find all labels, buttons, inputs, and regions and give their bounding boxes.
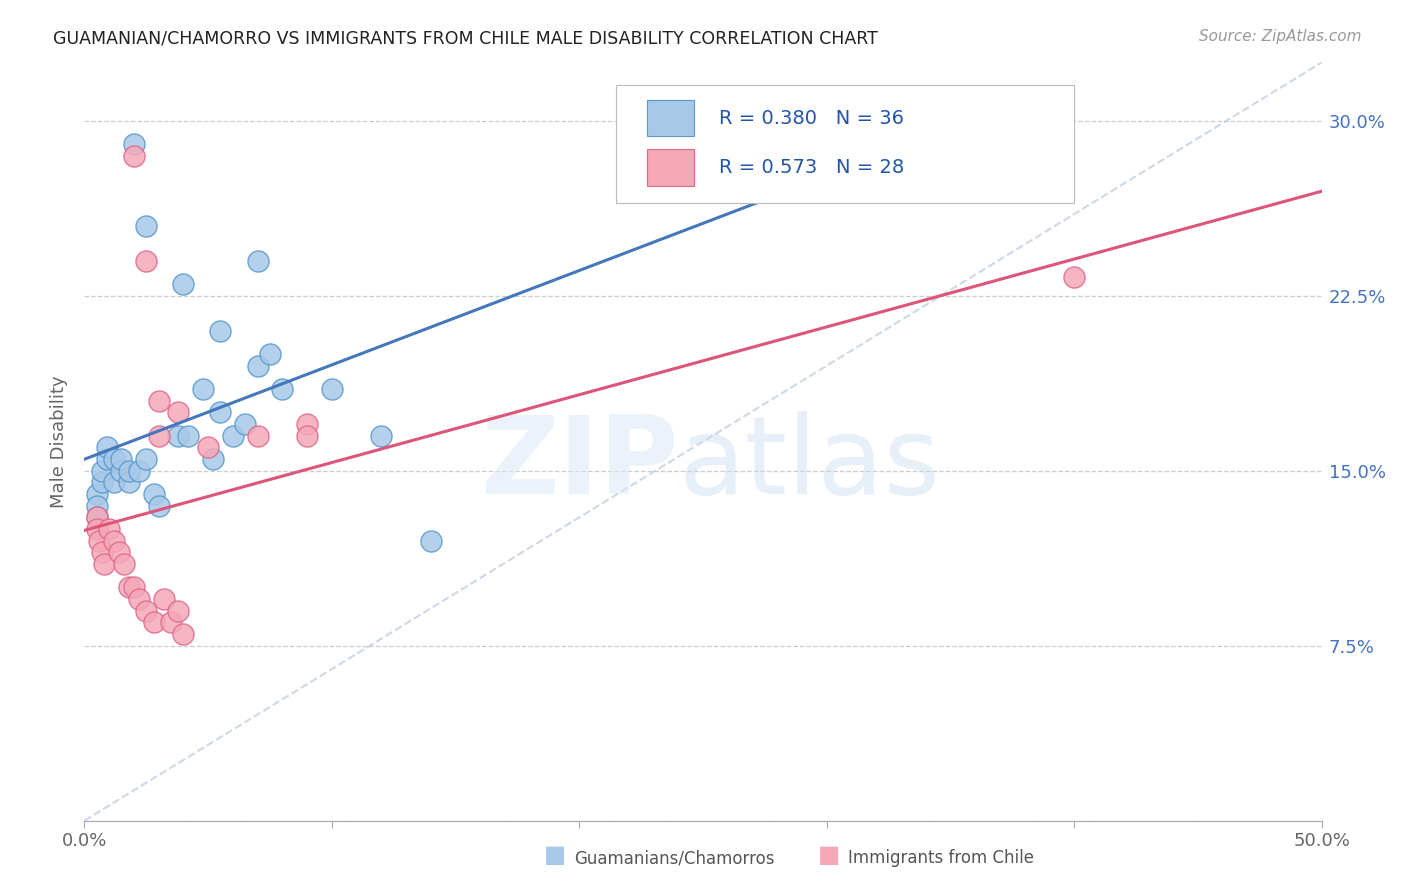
Point: [118, 475, 141, 490]
Point: [118, 580, 141, 594]
Point: [167, 604, 190, 618]
Point: [90, 475, 112, 490]
Point: [177, 428, 200, 442]
Point: [209, 324, 232, 338]
Point: [135, 219, 157, 233]
Point: [160, 615, 183, 630]
Text: atlas: atlas: [678, 411, 941, 517]
Point: [135, 452, 157, 467]
Point: [86, 487, 108, 501]
Text: ZIP: ZIP: [479, 411, 678, 517]
Point: [233, 417, 256, 431]
Point: [93, 557, 115, 571]
Point: [222, 428, 245, 442]
FancyBboxPatch shape: [616, 85, 1074, 202]
Point: [142, 615, 165, 630]
Point: [103, 533, 125, 548]
Text: ■: ■: [818, 843, 841, 867]
Point: [419, 533, 441, 548]
Point: [197, 441, 219, 455]
Point: [246, 253, 269, 268]
Point: [128, 592, 150, 607]
Point: [370, 428, 392, 442]
Point: [122, 137, 145, 152]
Point: [295, 428, 318, 442]
Point: [86, 510, 108, 524]
Point: [148, 393, 170, 408]
Point: [98, 522, 121, 536]
Point: [142, 487, 165, 501]
Text: GUAMANIAN/CHAMORRO VS IMMIGRANTS FROM CHILE MALE DISABILITY CORRELATION CHART: GUAMANIAN/CHAMORRO VS IMMIGRANTS FROM CH…: [53, 29, 879, 47]
Point: [246, 428, 269, 442]
Text: Source: ZipAtlas.com: Source: ZipAtlas.com: [1198, 29, 1361, 45]
Text: Guamanians/Chamorros: Guamanians/Chamorros: [574, 849, 775, 867]
Point: [128, 464, 150, 478]
Text: R = 0.380   N = 36: R = 0.380 N = 36: [718, 109, 904, 128]
Point: [86, 522, 108, 536]
Point: [103, 475, 125, 490]
Point: [103, 452, 125, 467]
Point: [246, 359, 269, 373]
Point: [122, 149, 145, 163]
Point: [321, 382, 343, 396]
Point: [152, 592, 174, 607]
Point: [172, 277, 194, 291]
Point: [167, 428, 190, 442]
Point: [167, 405, 190, 419]
Point: [90, 464, 112, 478]
Point: [89, 533, 111, 548]
Point: [271, 382, 294, 396]
Point: [110, 464, 132, 478]
Point: [1063, 270, 1085, 285]
Point: [172, 627, 194, 641]
Point: [148, 499, 170, 513]
Point: [122, 580, 145, 594]
Y-axis label: Male Disability: Male Disability: [51, 376, 69, 508]
Point: [148, 428, 170, 442]
Bar: [647, 100, 695, 136]
Text: R = 0.573   N = 28: R = 0.573 N = 28: [718, 158, 904, 177]
Point: [202, 452, 225, 467]
Point: [135, 253, 157, 268]
Point: [86, 499, 108, 513]
Point: [259, 347, 281, 361]
Point: [110, 452, 132, 467]
Point: [118, 464, 141, 478]
Point: [191, 382, 214, 396]
Point: [766, 102, 789, 116]
Point: [112, 557, 135, 571]
Point: [96, 452, 118, 467]
Text: ■: ■: [544, 843, 567, 867]
Point: [96, 441, 118, 455]
Point: [135, 604, 157, 618]
Bar: [647, 149, 695, 186]
Text: Immigrants from Chile: Immigrants from Chile: [848, 849, 1033, 867]
Point: [295, 417, 318, 431]
Point: [86, 510, 108, 524]
Point: [90, 545, 112, 559]
Point: [108, 545, 131, 559]
Point: [209, 405, 232, 419]
